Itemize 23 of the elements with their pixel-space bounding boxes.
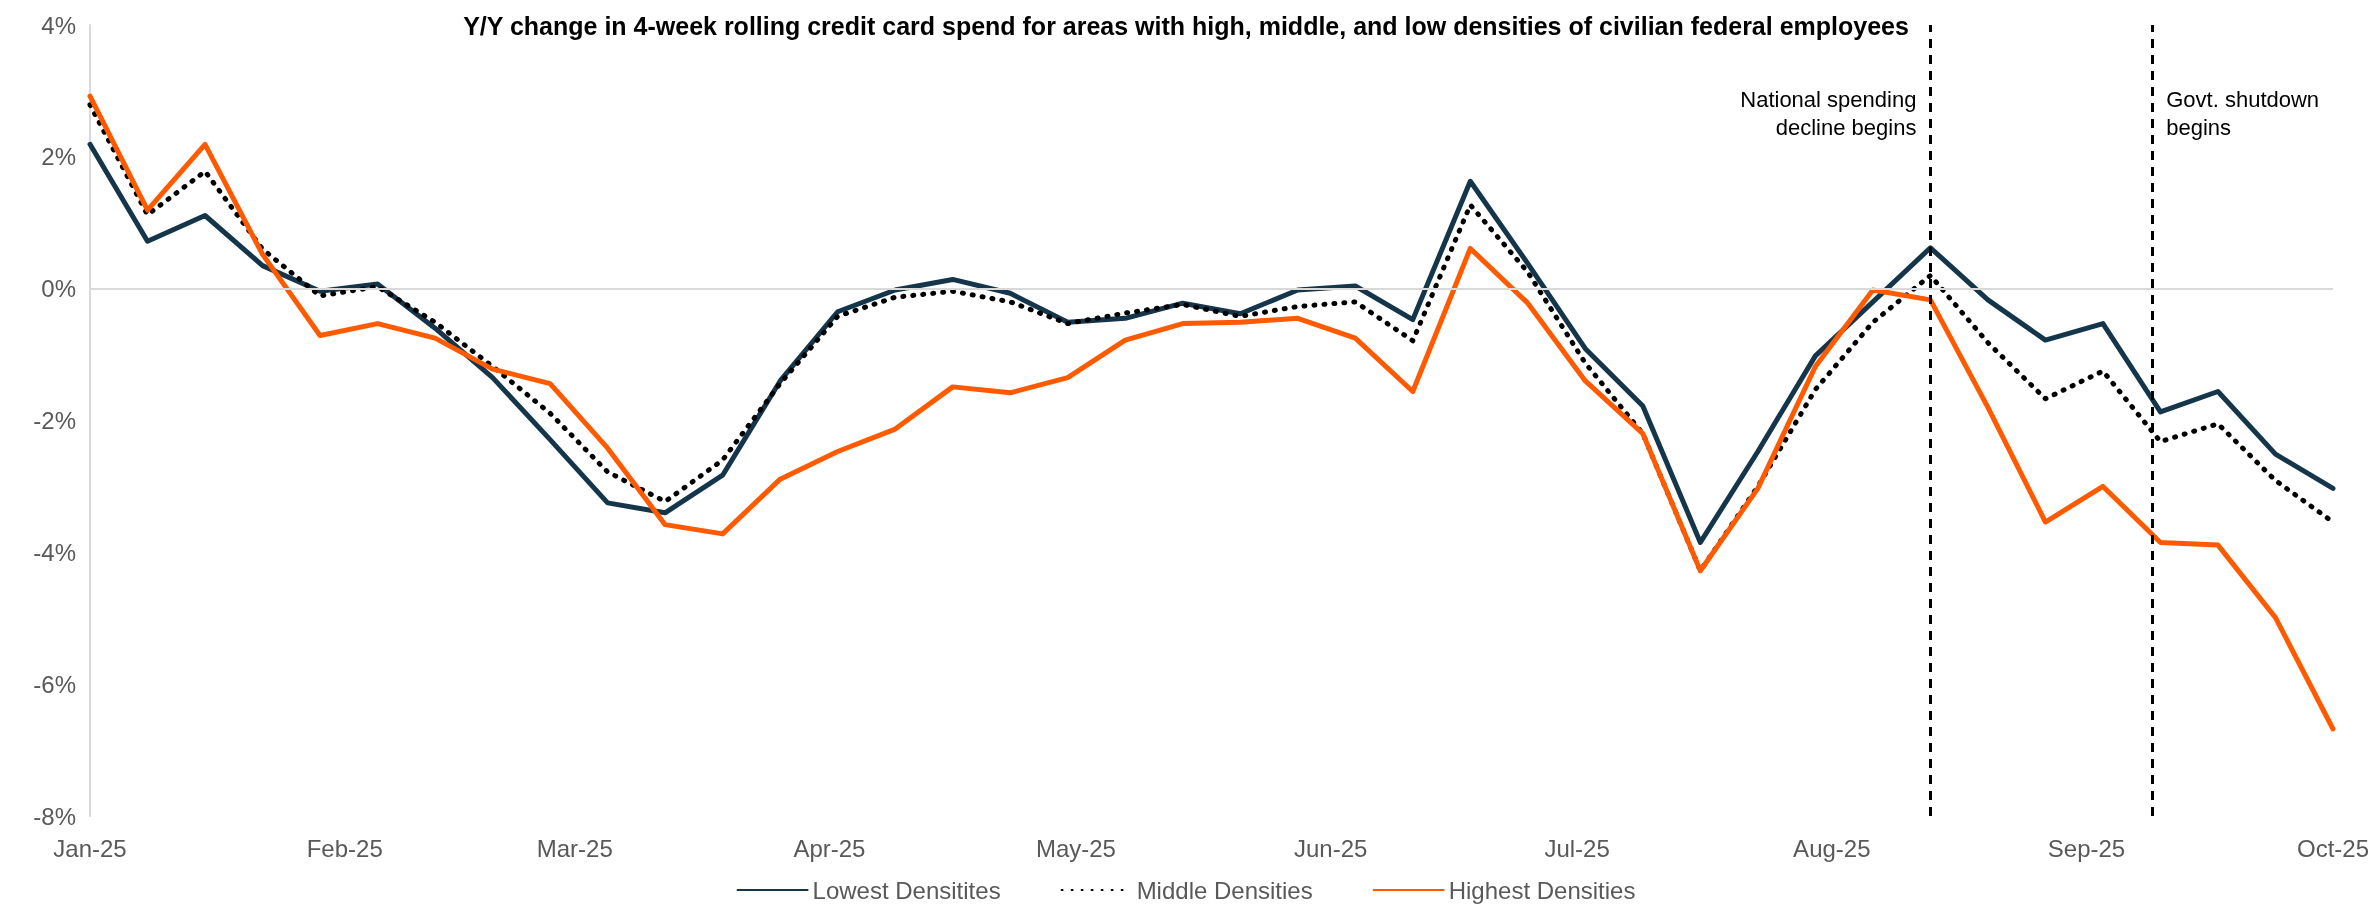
x-tick-label: May-25 xyxy=(1035,834,1116,862)
y-tick-label: 4% xyxy=(41,11,76,39)
y-tick-label: -2% xyxy=(33,407,76,434)
y-tick-label: -4% xyxy=(33,538,76,566)
x-tick-label: Jul-25 xyxy=(1544,834,1610,862)
legend-label: Middle Densities xyxy=(1136,876,1313,904)
legend-label: Lowest Densitites xyxy=(812,876,1001,904)
x-tick-label: Jun-25 xyxy=(1293,834,1368,862)
ref-line-label: Govt. shutdown begins xyxy=(2166,86,2320,140)
chart-title: Y/Y change in 4-week rolling credit card spend for areas with high, middle, and low densities of civilian federal employees xyxy=(463,11,1909,40)
legend-label: Highest Densities xyxy=(1448,876,1636,904)
y-tick-label: -6% xyxy=(33,670,76,698)
ref-line-label: National spending decline begins xyxy=(1740,86,1917,140)
x-tick-label: Oct-25 xyxy=(2296,834,2369,862)
x-tick-label: Apr-25 xyxy=(793,834,866,862)
x-tick-label: Sep-25 xyxy=(2047,834,2126,862)
y-tick-label: 2% xyxy=(41,143,76,171)
y-tick-label: 0% xyxy=(41,275,76,303)
x-tick-label: Feb-25 xyxy=(306,834,383,862)
y-tick-label: -8% xyxy=(33,802,76,830)
x-tick-label: Jan-25 xyxy=(53,834,127,862)
x-tick-label: Aug-25 xyxy=(1793,834,1871,862)
x-tick-label: Mar-25 xyxy=(536,834,613,862)
